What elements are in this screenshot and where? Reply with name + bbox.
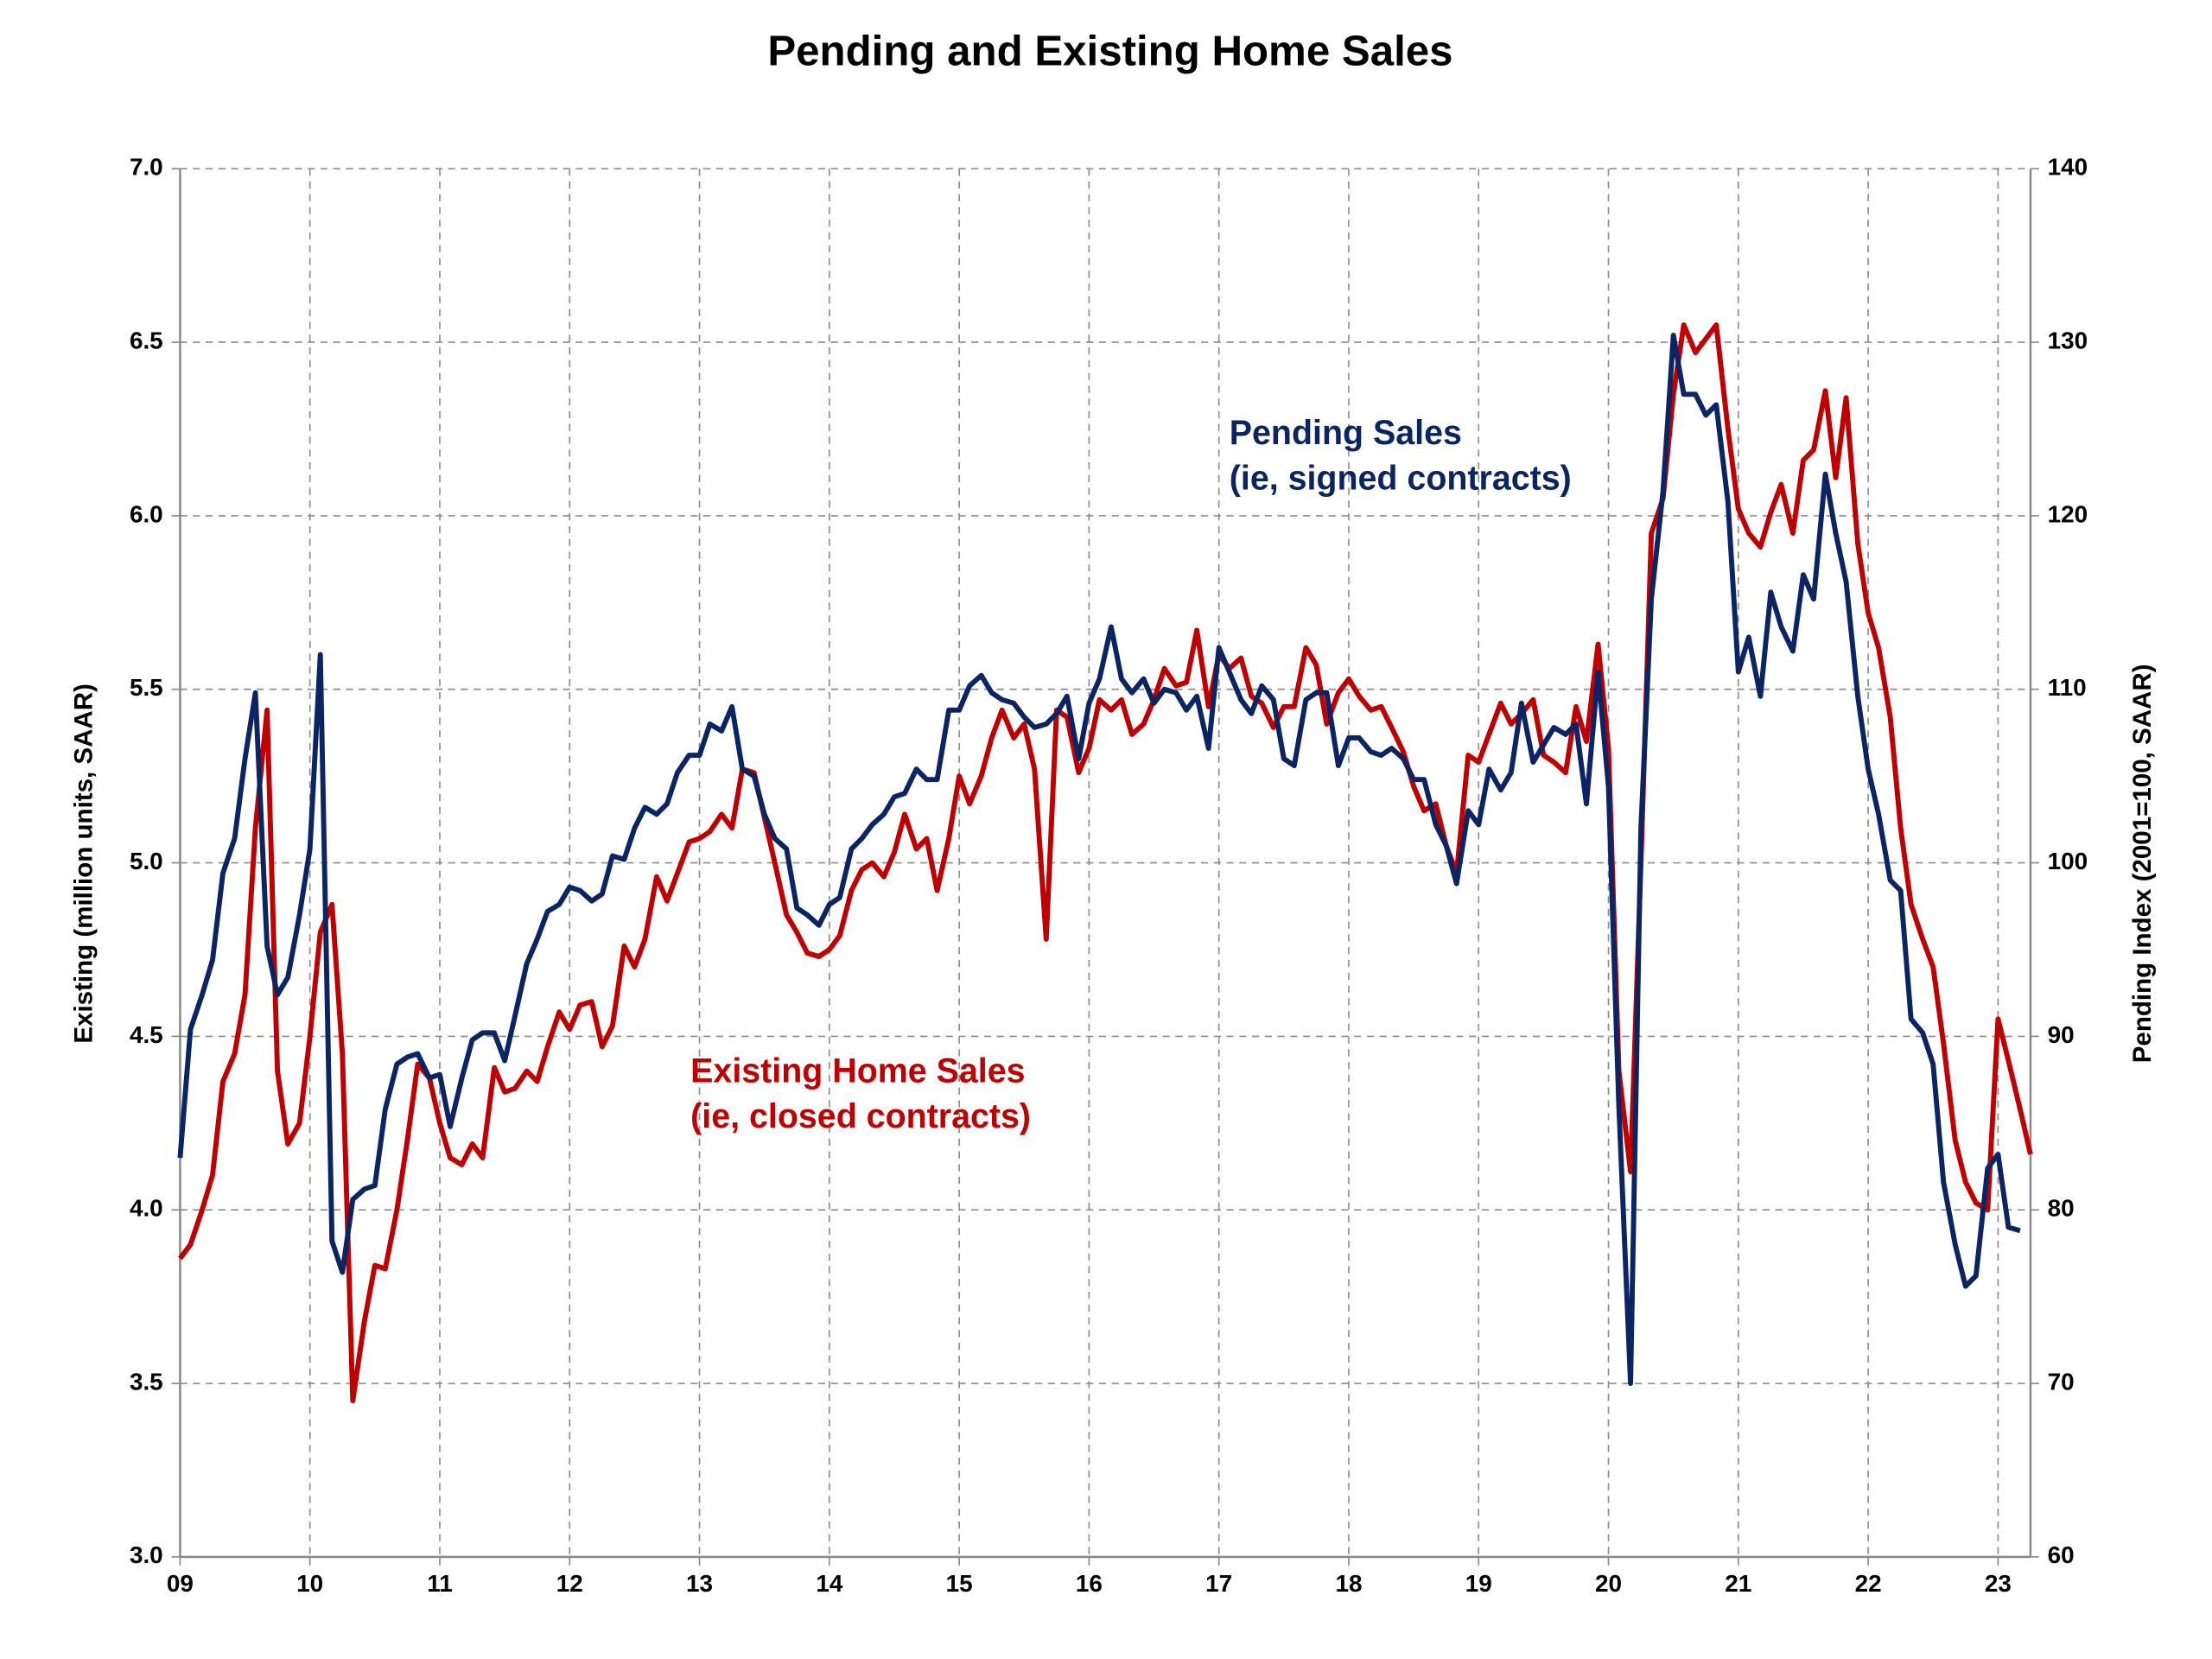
y2-tick-label: 110 [2048,674,2087,701]
y-tick-label: 4.0 [130,1195,163,1222]
annotation: (ie, signed contracts) [1230,460,1572,498]
series-line [178,322,2033,1404]
x-tick-label: 19 [1465,1570,1492,1597]
annotation: Pending Sales [1230,414,1462,452]
x-tick-label: 14 [816,1570,843,1597]
y2-tick-label: 80 [2048,1195,2075,1222]
x-tick-label: 13 [686,1570,713,1597]
x-tick-label: 10 [296,1570,323,1597]
y2-tick-label: 100 [2048,848,2088,874]
x-tick-label: 12 [556,1570,583,1597]
y2-tick-label: 130 [2048,327,2088,353]
y2-tick-label: 60 [2048,1541,2075,1568]
x-tick-label: 22 [1855,1570,1882,1597]
annotation: (ie, closed contracts) [690,1097,1031,1135]
x-tick-label: 17 [1205,1570,1232,1597]
y-tick-label: 6.0 [130,500,163,527]
y-tick-label: 5.5 [130,674,163,701]
series-line [177,333,2021,1386]
y-tick-label: 5.0 [130,848,163,874]
x-tick-label: 20 [1595,1570,1622,1597]
x-tick-label: 23 [1985,1570,2012,1597]
y2-tick-label: 140 [2048,154,2088,181]
y-tick-label: 3.0 [130,1541,163,1568]
x-tick-label: 18 [1335,1570,1362,1597]
y2-tick-label: 120 [2048,500,2088,527]
chart-title: Pending and Existing Home Sales [767,27,1452,74]
annotation: Existing Home Sales [690,1052,1025,1090]
y-tick-label: 4.5 [130,1021,163,1048]
x-tick-label: 21 [1725,1570,1751,1597]
x-tick-label: 09 [167,1570,194,1597]
y-tick-label: 7.0 [130,154,163,181]
y-axis-title: Existing (million units, SAAR) [69,683,98,1044]
x-tick-label: 11 [427,1570,452,1597]
y2-tick-label: 90 [2048,1021,2075,1048]
y2-tick-label: 70 [2048,1368,2075,1395]
x-tick-label: 16 [1076,1570,1103,1597]
y-tick-label: 3.5 [130,1368,163,1395]
y-tick-label: 6.5 [130,327,163,353]
x-tick-label: 15 [946,1570,973,1597]
y2-axis-title: Pending Index (2001=100, SAAR) [2128,664,2157,1064]
